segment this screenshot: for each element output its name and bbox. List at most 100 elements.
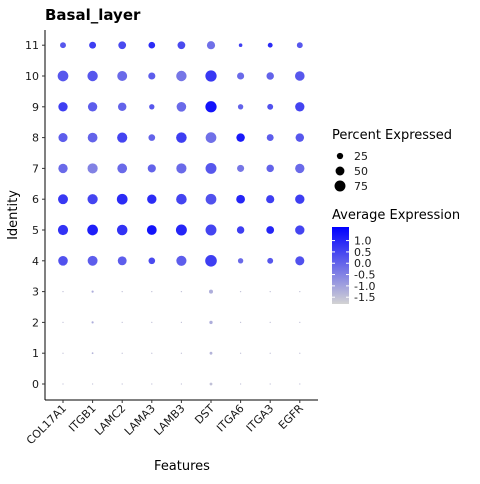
dot <box>176 132 187 143</box>
dot <box>117 71 128 81</box>
dot <box>176 70 187 82</box>
dot <box>299 290 301 293</box>
dot <box>205 193 217 205</box>
dot <box>180 321 183 324</box>
dot <box>176 102 187 112</box>
dot <box>266 195 275 204</box>
dot <box>151 352 153 354</box>
dot <box>62 383 64 385</box>
color-legend-label: -1.0 <box>354 280 375 293</box>
dots-layer <box>57 41 305 386</box>
dot <box>58 194 68 205</box>
dot <box>266 134 274 142</box>
dot <box>175 224 187 236</box>
dot <box>236 226 245 234</box>
dot <box>147 194 157 204</box>
size-legend-label: 75 <box>354 180 368 193</box>
color-legend-title: Average Expression <box>332 208 460 223</box>
dot <box>295 256 305 266</box>
dot <box>269 352 271 354</box>
size-legend-dot <box>334 180 346 192</box>
y-axis-ticks: 0 1 2 3 4 5 6 7 8 9 10 11 <box>25 39 45 391</box>
size-legend-dot <box>336 152 344 160</box>
dot <box>148 134 156 141</box>
dot <box>239 352 242 354</box>
size-legend-dot <box>335 166 345 176</box>
dot <box>87 194 98 205</box>
dot <box>58 255 68 266</box>
y-tick-label: 4 <box>32 255 39 268</box>
dot <box>205 101 217 113</box>
dot <box>58 133 68 143</box>
dot <box>91 383 94 385</box>
dot <box>87 163 98 174</box>
dot <box>205 132 217 143</box>
dot <box>117 132 128 143</box>
dot <box>238 43 243 47</box>
dot <box>62 352 64 354</box>
dot <box>58 163 68 174</box>
dot <box>121 383 123 385</box>
dot <box>57 224 69 236</box>
dot <box>91 290 94 293</box>
dot <box>118 41 127 50</box>
size-legend-label: 50 <box>354 165 368 178</box>
dot <box>87 102 98 112</box>
dot <box>209 351 213 355</box>
dot <box>87 255 98 266</box>
y-tick-label: 2 <box>32 316 39 329</box>
dot <box>151 383 153 385</box>
dot <box>209 320 213 325</box>
color-legend-label: -1.5 <box>354 291 375 304</box>
dot <box>117 102 127 112</box>
dot <box>176 193 187 205</box>
size-legend-items: 25 50 75 <box>334 150 368 193</box>
x-axis-title: Features <box>154 459 210 474</box>
dot <box>295 102 305 112</box>
dot <box>146 225 157 235</box>
y-tick-label: 9 <box>32 101 39 114</box>
dot <box>91 352 94 355</box>
dot <box>237 164 245 172</box>
dot <box>267 103 274 110</box>
dot <box>121 352 123 354</box>
dot <box>62 321 64 324</box>
dot <box>269 383 271 385</box>
y-tick-label: 0 <box>32 378 39 391</box>
dot <box>236 133 245 142</box>
dot <box>269 321 271 324</box>
dot <box>237 104 244 110</box>
y-tick-label: 10 <box>25 70 39 83</box>
dot <box>147 164 156 173</box>
dot <box>205 224 217 236</box>
color-legend-label: 0.0 <box>354 257 372 270</box>
dot <box>266 226 275 234</box>
dot <box>176 255 187 266</box>
dot <box>180 352 183 354</box>
chart-title: Basal_layer <box>45 6 141 24</box>
dot <box>209 382 213 386</box>
dot <box>237 258 244 264</box>
y-tick-label: 6 <box>32 193 39 206</box>
y-tick-label: 8 <box>32 132 39 145</box>
size-legend-label: 25 <box>354 150 368 163</box>
dot <box>62 290 64 293</box>
dot <box>116 224 128 236</box>
dot <box>149 104 155 110</box>
dot <box>267 42 273 48</box>
dot <box>151 290 153 293</box>
y-tick-label: 5 <box>32 224 39 237</box>
dot <box>117 256 127 266</box>
dot <box>89 41 97 49</box>
dot <box>151 321 153 324</box>
dot <box>299 383 301 385</box>
y-tick-label: 1 <box>32 347 39 360</box>
dot <box>267 257 274 264</box>
dot <box>87 224 98 236</box>
dot <box>269 290 271 293</box>
dot <box>91 321 94 324</box>
y-tick-label: 3 <box>32 286 39 299</box>
dot <box>87 70 98 82</box>
